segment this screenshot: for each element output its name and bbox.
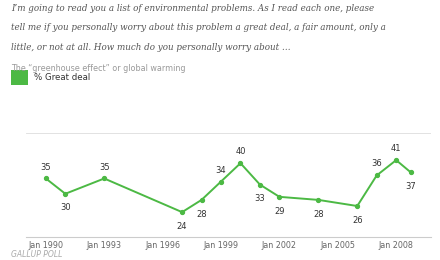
Text: % Great deal: % Great deal — [34, 73, 91, 82]
Text: 40: 40 — [235, 147, 246, 156]
Text: 24: 24 — [177, 222, 187, 231]
Text: 41: 41 — [391, 144, 401, 153]
Text: 35: 35 — [99, 162, 110, 172]
Text: 29: 29 — [274, 206, 285, 216]
Text: I’m going to read you a list of environmental problems. As I read each one, plea: I’m going to read you a list of environm… — [11, 4, 374, 13]
Text: 33: 33 — [255, 194, 265, 203]
Text: 37: 37 — [405, 182, 416, 191]
Text: 35: 35 — [40, 162, 51, 172]
Text: little, or not at all. How much do you personally worry about …: little, or not at all. How much do you p… — [11, 43, 291, 52]
Text: 34: 34 — [216, 166, 226, 175]
Text: 26: 26 — [352, 216, 363, 225]
Text: tell me if you personally worry about this problem a great deal, a fair amount, : tell me if you personally worry about th… — [11, 23, 386, 32]
Text: 30: 30 — [60, 204, 71, 212]
Text: 36: 36 — [371, 159, 382, 168]
Text: 28: 28 — [313, 210, 324, 219]
Text: The “greenhouse effect” or global warming: The “greenhouse effect” or global warmin… — [11, 64, 186, 73]
Text: GALLUP POLL: GALLUP POLL — [11, 250, 62, 259]
Text: 28: 28 — [196, 210, 207, 219]
